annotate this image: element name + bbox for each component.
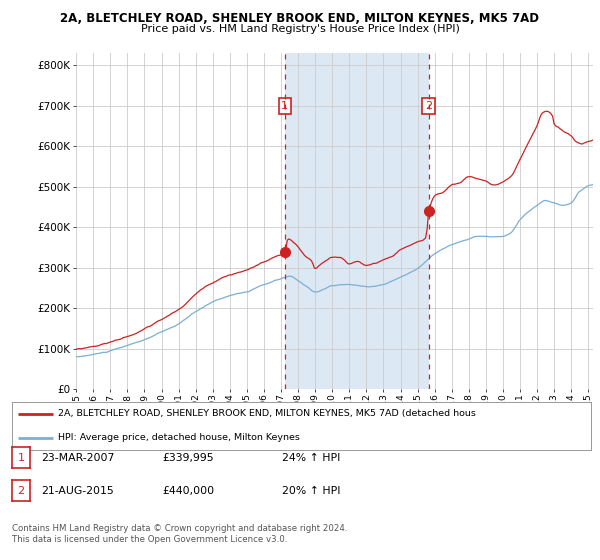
Text: 2A, BLETCHLEY ROAD, SHENLEY BROOK END, MILTON KEYNES, MK5 7AD: 2A, BLETCHLEY ROAD, SHENLEY BROOK END, M… [61,12,539,25]
Text: 1: 1 [17,452,25,463]
Text: 20% ↑ HPI: 20% ↑ HPI [282,486,341,496]
Text: 1: 1 [281,101,288,111]
Text: £339,995: £339,995 [162,452,214,463]
Text: HPI: Average price, detached house, Milton Keynes: HPI: Average price, detached house, Milt… [58,433,300,442]
Text: 2: 2 [425,101,432,111]
Text: 21-AUG-2015: 21-AUG-2015 [41,486,113,496]
Text: 2A, BLETCHLEY ROAD, SHENLEY BROOK END, MILTON KEYNES, MK5 7AD (detached hous: 2A, BLETCHLEY ROAD, SHENLEY BROOK END, M… [58,409,476,418]
Text: Price paid vs. HM Land Registry's House Price Index (HPI): Price paid vs. HM Land Registry's House … [140,24,460,34]
Text: Contains HM Land Registry data © Crown copyright and database right 2024.
This d: Contains HM Land Registry data © Crown c… [12,524,347,544]
Text: 23-MAR-2007: 23-MAR-2007 [41,452,114,463]
Text: 2: 2 [17,486,25,496]
Text: £440,000: £440,000 [162,486,214,496]
Bar [285,53,428,389]
Text: 24% ↑ HPI: 24% ↑ HPI [282,452,340,463]
